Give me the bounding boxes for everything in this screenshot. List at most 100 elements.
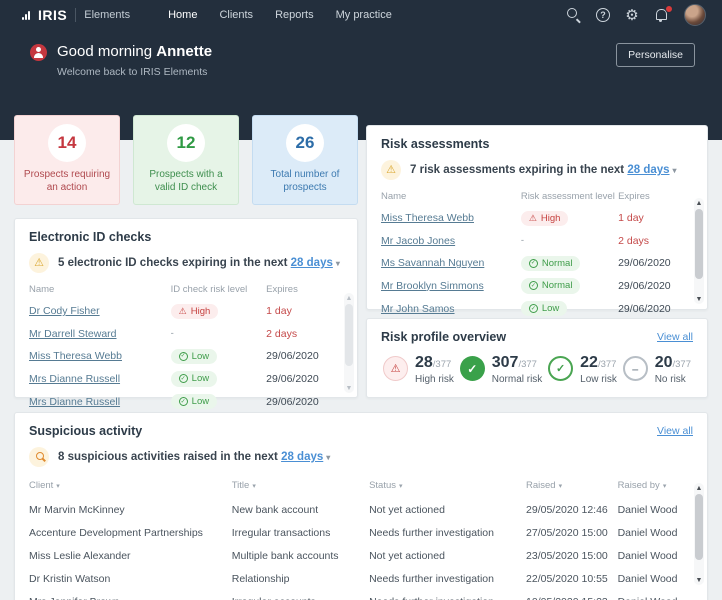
client-link[interactable]: Mr Brooklyn Simmons: [381, 279, 484, 292]
table-row[interactable]: Mr Jacob Jones - 2 days: [381, 229, 685, 251]
scroll-up-arrow-icon[interactable]: ▲: [695, 484, 703, 492]
table-row[interactable]: Mr Marvin McKinney New bank account Not …: [29, 498, 683, 521]
hero-band: IRIS Elements Home Clients Reports My pr…: [0, 0, 722, 140]
client-link[interactable]: Dr Cody Fisher: [29, 305, 100, 318]
table-row[interactable]: Mr Brooklyn Simmons Normal 29/06/2020: [381, 274, 685, 297]
scrollbar[interactable]: ▲ ▼: [344, 293, 354, 393]
high-risk-icon: ⚠: [383, 356, 408, 381]
status-cell: Needs further investigation: [369, 590, 526, 600]
table-row[interactable]: Miss Theresa Webb High 1 day: [381, 207, 685, 229]
column-header-raised[interactable]: Raised ▾: [526, 480, 563, 491]
search-icon[interactable]: [566, 7, 582, 23]
stat-card-prospects-action[interactable]: 14 Prospects requiring an action: [14, 115, 120, 205]
sort-caret-icon[interactable]: ▾: [399, 483, 403, 490]
suspicious-activity-panel: Suspicious activity View all 8 suspiciou…: [14, 412, 708, 600]
warning-triangle-icon: ⚠: [29, 253, 49, 273]
scroll-up-arrow-icon[interactable]: ▲: [695, 199, 703, 207]
sort-caret-icon[interactable]: ▾: [662, 483, 667, 490]
dropdown-caret-icon[interactable]: ▾: [326, 453, 331, 462]
risk-assessments-panel: Risk assessments ⚠ 7 risk assessments ex…: [366, 125, 708, 317]
table-row[interactable]: Ms Savannah Nguyen Normal 29/06/2020: [381, 252, 685, 275]
table-row[interactable]: Accenture Development Partnerships Irreg…: [29, 521, 683, 544]
column-header-name[interactable]: Name: [381, 191, 407, 202]
risk-profile-normal[interactable]: ✓ 307/377 Normal risk: [459, 354, 542, 385]
nav-item-home[interactable]: Home: [168, 9, 198, 21]
settings-gear-icon[interactable]: ⚙: [625, 6, 639, 24]
expiry-window-link[interactable]: 28 days: [290, 257, 333, 269]
risk-level-icon: [528, 304, 538, 314]
help-icon[interactable]: ?: [596, 8, 610, 22]
scroll-down-arrow-icon[interactable]: ▼: [695, 576, 703, 584]
client-link[interactable]: Mr Darrell Steward: [29, 327, 117, 340]
status-cell: Needs further investigation: [369, 526, 494, 539]
column-header-status[interactable]: Status ▾: [369, 480, 403, 491]
client-link[interactable]: Mr John Samos: [381, 302, 455, 315]
table-row[interactable]: Dr Kristin Watson Relationship Needs fur…: [29, 567, 683, 590]
risk-profile-low[interactable]: ✓ 22/377 Low risk: [548, 354, 617, 385]
stat-card-valid-id-check[interactable]: 12 Prospects with a valid ID check: [133, 115, 239, 205]
risk-level-badge: High: [520, 210, 569, 226]
scrollbar-thumb[interactable]: [695, 494, 703, 560]
scroll-down-arrow-icon[interactable]: ▼: [695, 295, 703, 303]
electronic-id-checks-panel: Electronic ID checks ⚠ 5 electronic ID c…: [14, 218, 358, 410]
column-header-name[interactable]: Name: [29, 284, 55, 295]
table-row[interactable]: Mrs Jennifer Brown Irregular accounts Ne…: [29, 590, 683, 600]
column-header-risk-level[interactable]: ID check risk level: [170, 284, 248, 295]
scrollbar-thumb[interactable]: [695, 209, 703, 279]
personalise-button[interactable]: Personalise: [616, 43, 695, 67]
view-all-link[interactable]: View all: [657, 331, 693, 343]
scroll-up-arrow-icon[interactable]: ▲: [345, 294, 353, 302]
user-avatar[interactable]: [684, 4, 706, 26]
scrollbar-thumb[interactable]: [345, 304, 353, 366]
table-row[interactable]: Miss Leslie Alexander Multiple bank acco…: [29, 544, 683, 567]
column-header-title[interactable]: Title ▾: [231, 480, 256, 491]
column-header-expires[interactable]: Expires: [266, 284, 298, 295]
client-link[interactable]: Ms Savannah Nguyen: [381, 257, 485, 270]
column-header-expires[interactable]: Expires: [618, 191, 650, 202]
raised-cell: 29/05/2020 12:46: [526, 503, 608, 516]
page-title: Good morning Annette: [57, 43, 213, 60]
risk-profile-none[interactable]: – 20/377 No risk: [622, 354, 691, 385]
column-header-raised-by[interactable]: Raised by ▾: [617, 480, 667, 491]
warning-triangle-icon: ⚠: [381, 160, 401, 180]
client-link[interactable]: Mrs Dianne Russell: [29, 372, 121, 385]
expiry-window-link[interactable]: 28 days: [627, 164, 670, 176]
expires-cell: 29/06/2020: [266, 372, 319, 385]
view-all-link[interactable]: View all: [657, 425, 693, 437]
raised-by-cell: Daniel Wood: [617, 526, 678, 539]
scrollbar[interactable]: ▲ ▼: [694, 198, 704, 304]
raised-window-link[interactable]: 28 days: [281, 451, 324, 463]
table-row[interactable]: Mr Darrell Steward - 2 days: [29, 322, 337, 344]
magnifier-alert-icon: [29, 447, 49, 467]
nav-item-reports[interactable]: Reports: [275, 9, 314, 21]
risk-level-icon: [178, 351, 188, 361]
table-row[interactable]: Miss Theresa Webb Low 29/06/2020: [29, 345, 337, 368]
sort-caret-icon[interactable]: ▾: [252, 483, 256, 490]
client-link[interactable]: Mr Jacob Jones: [381, 234, 456, 247]
table-row[interactable]: Mr John Samos Low 29/06/2020: [381, 297, 685, 320]
column-header-risk-level[interactable]: Risk assessment level: [520, 191, 615, 202]
stat-card-total-prospects[interactable]: 26 Total number of prospects: [252, 115, 358, 205]
logo[interactable]: IRIS Elements: [22, 7, 130, 23]
nav-item-my-practice[interactable]: My practice: [335, 9, 392, 21]
nav-item-clients[interactable]: Clients: [219, 9, 254, 21]
notifications-bell-icon[interactable]: [654, 5, 673, 23]
column-header-client[interactable]: Client ▾: [29, 480, 60, 491]
scrollbar[interactable]: ▲ ▼: [694, 483, 704, 585]
normal-risk-icon: ✓: [459, 356, 485, 381]
client-link[interactable]: Miss Theresa Webb: [29, 350, 122, 363]
table-row[interactable]: Mrs Dianne Russell Low 29/06/2020: [29, 390, 337, 413]
dropdown-caret-icon[interactable]: ▾: [335, 259, 340, 268]
client-link[interactable]: Miss Theresa Webb: [381, 212, 474, 225]
client-link[interactable]: Mrs Dianne Russell: [29, 395, 121, 408]
sort-caret-icon[interactable]: ▾: [56, 483, 60, 490]
table-row[interactable]: Mrs Dianne Russell Low 29/06/2020: [29, 367, 337, 390]
title-cell: Relationship: [231, 572, 290, 585]
table-row[interactable]: Dr Cody Fisher High 1 day: [29, 300, 337, 322]
sort-caret-icon[interactable]: ▾: [558, 483, 563, 490]
risk-profile-high[interactable]: ⚠ 28/377 High risk: [383, 354, 454, 385]
right-column: Risk assessments ⚠ 7 risk assessments ex…: [366, 125, 708, 398]
greeting-subtitle: Welcome back to IRIS Elements: [57, 66, 208, 78]
scroll-down-arrow-icon[interactable]: ▼: [345, 384, 353, 392]
dropdown-caret-icon[interactable]: ▾: [672, 166, 677, 175]
